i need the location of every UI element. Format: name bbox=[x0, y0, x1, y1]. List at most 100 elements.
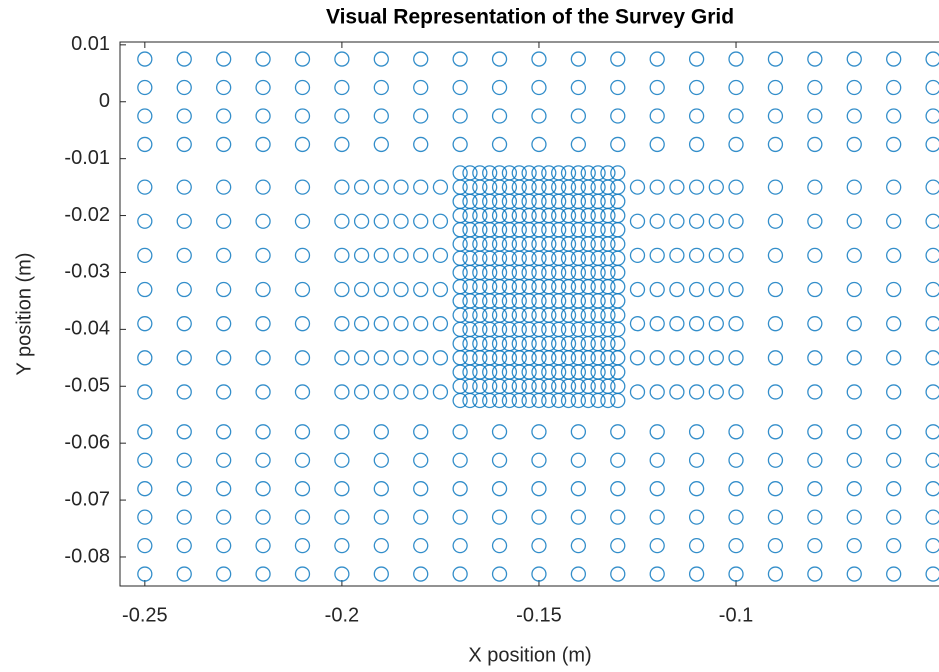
marker bbox=[491, 424, 508, 440]
marker bbox=[925, 452, 939, 468]
marker bbox=[767, 350, 784, 366]
marker bbox=[728, 79, 744, 96]
marker bbox=[767, 481, 784, 497]
marker bbox=[629, 384, 646, 400]
marker bbox=[413, 424, 429, 440]
marker bbox=[294, 281, 311, 298]
marker bbox=[393, 384, 409, 400]
marker bbox=[590, 392, 606, 409]
marker bbox=[925, 247, 939, 264]
marker bbox=[491, 509, 508, 525]
marker bbox=[137, 79, 153, 96]
marker bbox=[452, 509, 468, 525]
marker bbox=[925, 350, 939, 366]
marker bbox=[767, 316, 784, 332]
marker bbox=[216, 384, 232, 400]
marker bbox=[353, 350, 370, 366]
marker bbox=[137, 108, 153, 124]
marker bbox=[452, 136, 468, 153]
marker bbox=[629, 316, 646, 332]
marker bbox=[570, 136, 587, 153]
marker bbox=[886, 108, 902, 124]
marker bbox=[137, 566, 153, 582]
marker bbox=[886, 281, 902, 298]
marker bbox=[610, 207, 626, 224]
marker bbox=[728, 452, 744, 468]
marker bbox=[176, 481, 192, 497]
marker bbox=[570, 392, 587, 409]
marker bbox=[255, 452, 271, 468]
marker bbox=[886, 452, 902, 468]
marker bbox=[462, 392, 478, 409]
marker bbox=[610, 537, 626, 554]
marker bbox=[334, 566, 350, 582]
marker bbox=[413, 452, 429, 468]
marker bbox=[334, 481, 350, 497]
marker bbox=[767, 247, 784, 264]
marker bbox=[649, 213, 665, 229]
marker bbox=[334, 537, 350, 554]
marker bbox=[353, 179, 370, 195]
x-tick-label: -0.15 bbox=[516, 604, 562, 626]
marker bbox=[925, 509, 939, 525]
marker bbox=[688, 452, 705, 468]
marker bbox=[531, 566, 547, 582]
marker bbox=[294, 316, 311, 332]
marker bbox=[501, 392, 518, 409]
marker bbox=[610, 452, 626, 468]
marker bbox=[649, 247, 665, 264]
marker bbox=[649, 179, 665, 195]
marker bbox=[176, 281, 192, 298]
marker bbox=[688, 384, 705, 400]
marker bbox=[846, 350, 862, 366]
marker bbox=[216, 247, 232, 264]
marker bbox=[767, 452, 784, 468]
marker bbox=[610, 293, 626, 309]
marker bbox=[649, 136, 665, 153]
marker bbox=[255, 51, 271, 67]
marker bbox=[452, 79, 468, 96]
marker bbox=[688, 179, 705, 195]
marker bbox=[216, 213, 232, 229]
marker bbox=[846, 481, 862, 497]
marker bbox=[570, 108, 587, 124]
y-tick-label: -0.06 bbox=[64, 431, 110, 453]
marker bbox=[373, 281, 389, 298]
marker bbox=[807, 79, 823, 96]
marker bbox=[491, 51, 508, 67]
marker bbox=[255, 566, 271, 582]
marker bbox=[807, 247, 823, 264]
marker bbox=[649, 316, 665, 332]
marker bbox=[649, 79, 665, 96]
marker bbox=[807, 281, 823, 298]
marker bbox=[807, 566, 823, 582]
marker bbox=[767, 537, 784, 554]
marker bbox=[925, 481, 939, 497]
marker bbox=[334, 79, 350, 96]
marker bbox=[176, 316, 192, 332]
marker bbox=[452, 481, 468, 497]
marker bbox=[846, 136, 862, 153]
marker bbox=[216, 537, 232, 554]
marker bbox=[531, 79, 547, 96]
marker bbox=[728, 213, 744, 229]
marker bbox=[570, 424, 587, 440]
marker bbox=[807, 384, 823, 400]
marker bbox=[432, 316, 449, 332]
marker bbox=[176, 566, 192, 582]
marker bbox=[846, 51, 862, 67]
marker bbox=[886, 247, 902, 264]
marker bbox=[570, 481, 587, 497]
y-tick-label: -0.05 bbox=[64, 375, 110, 397]
marker bbox=[708, 281, 724, 298]
marker bbox=[373, 481, 389, 497]
marker bbox=[728, 509, 744, 525]
marker bbox=[482, 392, 498, 409]
marker bbox=[334, 213, 350, 229]
marker bbox=[688, 566, 705, 582]
y-tick-label: 0.01 bbox=[71, 33, 110, 55]
marker bbox=[432, 247, 449, 264]
marker bbox=[353, 247, 370, 264]
marker bbox=[353, 281, 370, 298]
marker bbox=[255, 79, 271, 96]
